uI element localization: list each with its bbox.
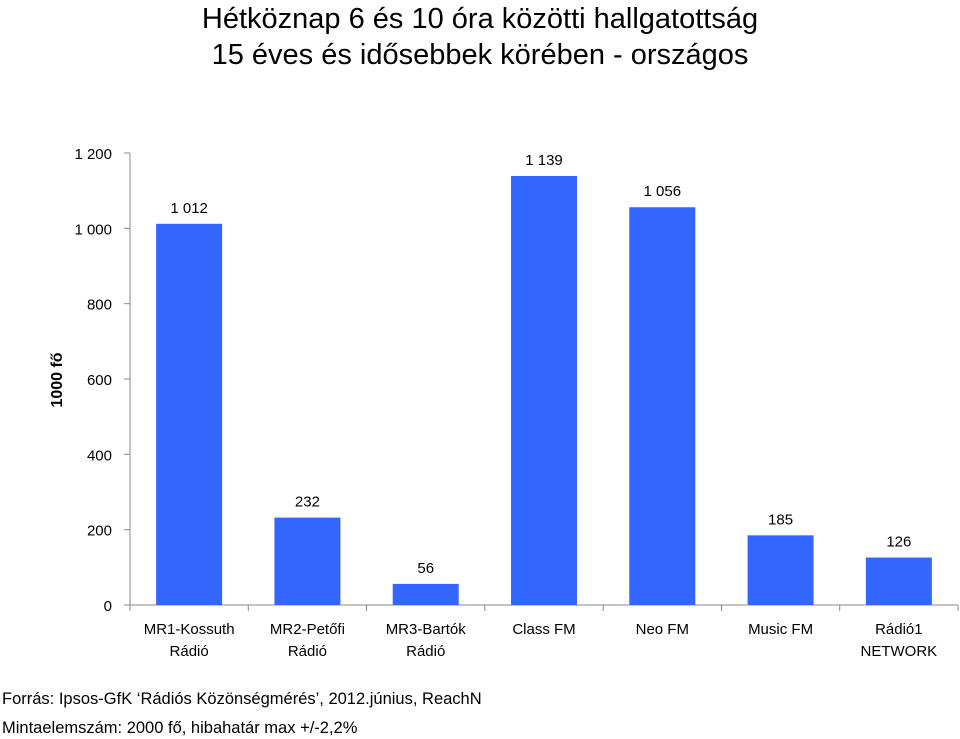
category-label: MR3-Bartók	[386, 621, 467, 638]
chart-subtitle: 15 éves és idősebbek körében - országos	[211, 39, 749, 71]
bar-value-label: 1 139	[525, 152, 563, 169]
y-tick-label: 1 200	[74, 146, 112, 163]
y-tick-label: 600	[87, 372, 112, 389]
source-note: Forrás: Ipsos-GfK ‘Rádiós Közönségmérés’…	[2, 690, 482, 708]
bar-value-label: 56	[417, 560, 434, 577]
chart-title: Hétköznap 6 és 10 óra közötti hallgatott…	[201, 3, 759, 35]
category-label: Neo FM	[636, 621, 689, 638]
bar	[629, 207, 696, 606]
category-label: NETWORK	[861, 643, 938, 660]
bar	[511, 175, 577, 605]
category-label: Rádió	[406, 643, 445, 660]
bar-value-label: 185	[768, 511, 793, 528]
category-label: Rádió	[288, 643, 327, 660]
bar-value-label: 1 056	[644, 183, 682, 200]
y-tick-label: 800	[87, 297, 112, 314]
sample-note: Mintaelemszám: 2000 fő, hibahatár max +/…	[2, 719, 358, 737]
bar	[865, 557, 932, 605]
y-tick-label: 0	[104, 598, 112, 615]
category-label: Rádió	[170, 643, 209, 660]
bar	[274, 517, 341, 605]
category-label: Class FM	[512, 621, 575, 638]
bar-value-label: 1 012	[170, 200, 208, 217]
bar-value-label: 232	[295, 494, 320, 511]
y-tick-label: 1 000	[74, 221, 112, 238]
bar	[392, 583, 459, 605]
y-axis-label: 1000 fő	[49, 352, 66, 407]
category-label: MR1-Kossuth	[144, 621, 235, 638]
category-label: Music FM	[748, 621, 813, 638]
bar	[747, 535, 814, 605]
y-tick-label: 400	[87, 447, 112, 464]
category-label: MR2-Petőfi	[270, 621, 345, 638]
category-label: Rádió1	[875, 621, 923, 638]
bar	[156, 223, 223, 605]
bar-value-label: 126	[886, 534, 911, 551]
y-tick-label: 200	[87, 523, 112, 540]
